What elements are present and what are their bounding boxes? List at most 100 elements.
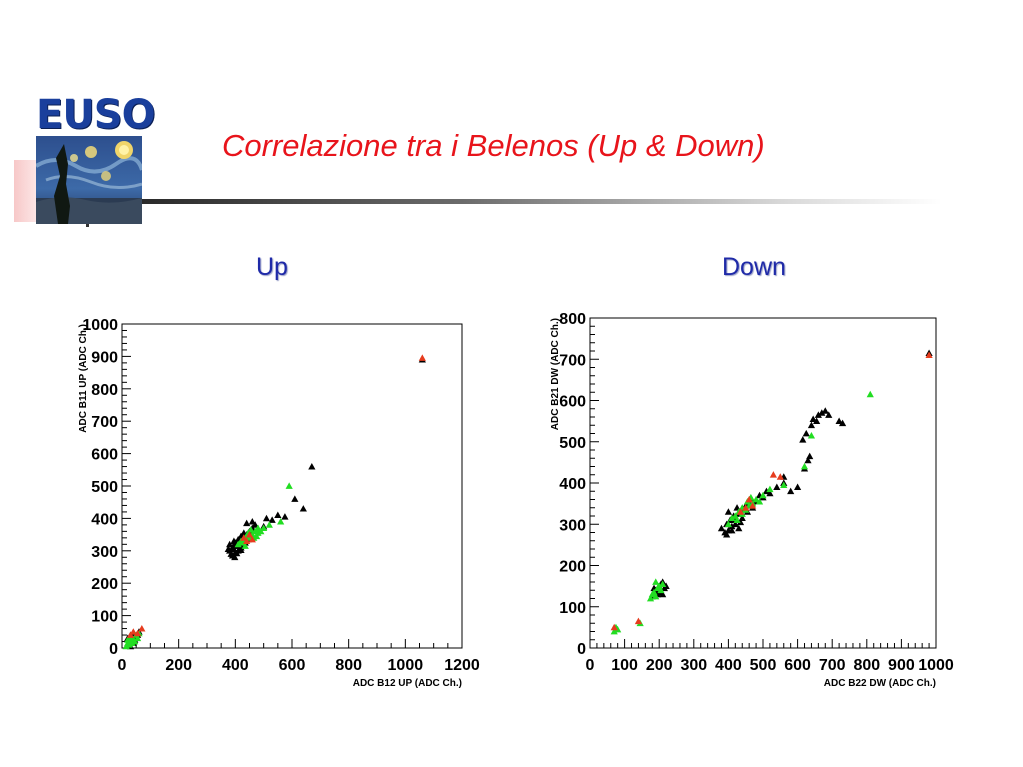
y-tick-label: 1000 (82, 317, 118, 334)
scatter-point (277, 518, 285, 525)
y-tick-label: 500 (91, 479, 118, 496)
x-tick-label: 600 (784, 657, 811, 674)
y-tick-label: 200 (559, 559, 586, 576)
scatter-point (230, 542, 238, 549)
scatter-point (245, 531, 254, 538)
euso-logo-text: EUSO (36, 92, 156, 138)
x-tick-label: 600 (279, 657, 306, 674)
scatter-chart-down: 0 100 200 300 400 500 600 700 800 900 1000 0 100 200 3… (550, 311, 954, 689)
scatter-point (731, 520, 739, 528)
scatter-point (634, 617, 643, 625)
scatter-point (274, 511, 282, 519)
scatter-point (133, 629, 142, 637)
series-2 (610, 351, 933, 631)
y-tick-label: 200 (91, 576, 118, 593)
scatter-point (240, 534, 248, 541)
scatter-point (224, 545, 232, 553)
series-1 (122, 482, 293, 650)
x-tick-label: 400 (715, 657, 742, 674)
scatter-point (759, 491, 767, 499)
scatter-point (728, 526, 736, 534)
series-2 (126, 354, 426, 638)
scatter-point (814, 411, 822, 418)
scatter-point (614, 625, 622, 633)
scatter-point (129, 628, 137, 635)
scatter-point (241, 542, 249, 549)
x-tick-label: 700 (819, 657, 846, 674)
scatter-point (745, 495, 753, 503)
y-axis-label: ADC B21 DW (ADC Ch.) (550, 318, 561, 430)
scatter-point (776, 473, 784, 480)
chart-up-title: Up (256, 253, 288, 281)
scatter-point (723, 530, 731, 538)
y-tick-label: 100 (91, 609, 118, 626)
y-tick-label: 900 (91, 349, 118, 366)
x-tick-label: 300 (680, 657, 707, 674)
x-tick-label: 0 (586, 657, 595, 674)
scatter-point (802, 429, 810, 437)
scatter-point (247, 526, 255, 533)
scatter-point (809, 415, 817, 422)
scatter-point (243, 519, 251, 527)
scatter-point (248, 518, 256, 525)
x-tick-label: 1000 (918, 657, 954, 674)
scatter-point (794, 483, 802, 491)
y-tick-label: 700 (559, 352, 586, 369)
scatter-point (418, 354, 426, 361)
scatter-point (818, 409, 826, 416)
scatter-point (125, 641, 133, 648)
scatter-point (291, 495, 299, 502)
scatter-point (238, 539, 247, 546)
scatter-point (659, 590, 667, 598)
x-tick-label: 1200 (444, 657, 480, 674)
scatter-point (233, 549, 241, 557)
scatter-point (126, 631, 135, 638)
x-tick-label: 0 (118, 657, 127, 674)
scatter-point (662, 582, 670, 590)
plot-frame (121, 323, 463, 649)
scatter-point (281, 513, 289, 520)
scatter-point (610, 627, 618, 635)
scatter-point (248, 535, 256, 543)
y-tick-label: 300 (559, 517, 586, 534)
y-tick-label: 800 (91, 382, 118, 399)
y-axis-label: ADC B11 UP (ADC Ch.) (78, 324, 89, 433)
scatter-point (646, 594, 655, 602)
y-tick-label: 300 (91, 544, 118, 561)
scatter-point (728, 522, 736, 530)
scatter-point (124, 636, 132, 643)
y-tick-label: 0 (577, 641, 586, 658)
scatter-point (299, 505, 307, 512)
scatter-point (766, 485, 774, 493)
scatter-point (230, 537, 238, 544)
x-tick-label: 400 (222, 657, 249, 674)
x-axis-label: ADC B12 UP (ADC Ch.) (353, 678, 462, 689)
scatter-point (733, 516, 741, 524)
scatter-point (736, 518, 745, 526)
scatter-point (717, 524, 726, 532)
scatter-point (807, 421, 816, 429)
chart-down-title: Down (722, 253, 786, 281)
scatter-point (749, 502, 757, 509)
scatter-point (736, 508, 745, 515)
starry-night-logo-image (36, 136, 142, 224)
scatter-point (866, 390, 874, 398)
x-axis-label: ADC B22 DW (ADC Ch.) (824, 678, 936, 689)
scatter-point (265, 521, 273, 528)
x-tick-label: 100 (611, 657, 638, 674)
scatter-point (128, 639, 136, 647)
scatter-point (780, 481, 788, 488)
scatter-point (133, 634, 142, 642)
y-tick-label: 400 (91, 511, 118, 528)
scatter-point (766, 489, 774, 497)
scatter-point (813, 417, 821, 425)
decorative-pink-bar (14, 160, 38, 222)
scatter-point (769, 471, 777, 478)
scatter-point (226, 540, 234, 548)
scatter-point (925, 351, 933, 359)
scatter-point (825, 411, 833, 418)
decorative-dot (86, 224, 89, 227)
y-tick-label: 800 (559, 311, 586, 328)
y-tick-label: 0 (109, 641, 118, 658)
scatter-point (243, 537, 251, 544)
